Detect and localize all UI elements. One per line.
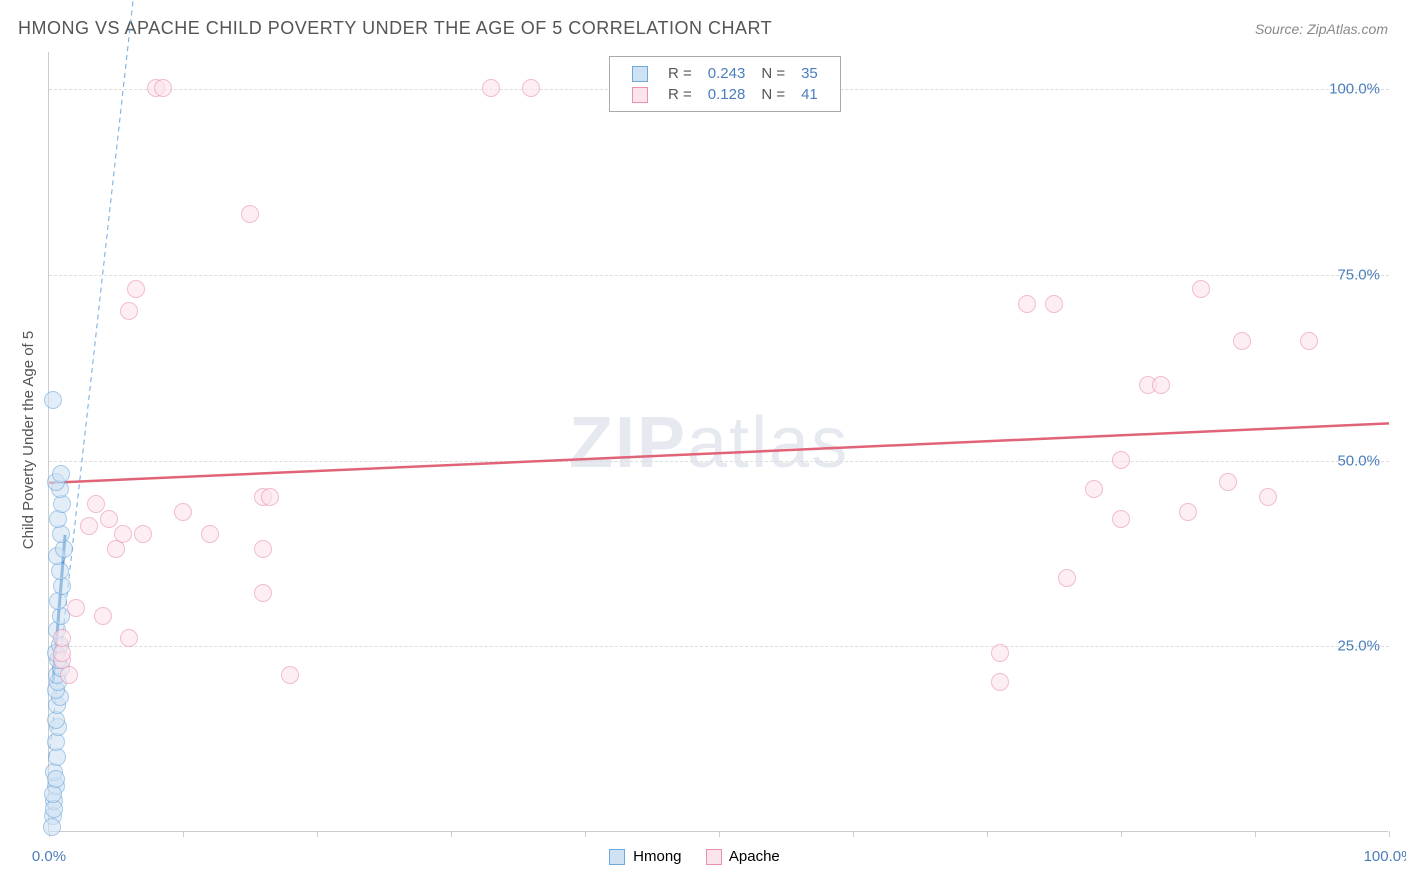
data-point (254, 584, 272, 602)
legend-swatch (632, 87, 648, 103)
data-point (52, 465, 70, 483)
data-point (60, 666, 78, 684)
legend-item: Hmong (609, 848, 682, 865)
data-point (87, 495, 105, 513)
data-point (1085, 480, 1103, 498)
chart-header: HMONG VS APACHE CHILD POVERTY UNDER THE … (18, 18, 1388, 39)
data-point (1219, 473, 1237, 491)
data-point (254, 540, 272, 558)
data-point (991, 673, 1009, 691)
data-point (127, 280, 145, 298)
data-point (1300, 332, 1318, 350)
data-point (100, 510, 118, 528)
legend-swatch (632, 66, 648, 82)
legend-swatch (706, 849, 722, 865)
data-point (522, 79, 540, 97)
x-tick-label: 100.0% (1364, 848, 1406, 865)
x-tick (1389, 831, 1390, 837)
data-point (1233, 332, 1251, 350)
trend-overlay (49, 52, 1389, 832)
data-point (67, 599, 85, 617)
data-point (1018, 295, 1036, 313)
data-point (47, 770, 65, 788)
data-point (120, 629, 138, 647)
data-point (174, 503, 192, 521)
data-point (1152, 376, 1170, 394)
data-point (53, 629, 71, 647)
data-point (1112, 510, 1130, 528)
data-point (241, 205, 259, 223)
chart-source: Source: ZipAtlas.com (1255, 21, 1388, 37)
data-point (44, 391, 62, 409)
data-point (43, 818, 61, 836)
data-point (114, 525, 132, 543)
data-point (154, 79, 172, 97)
data-point (1058, 569, 1076, 587)
legend-label: Hmong (633, 848, 681, 865)
stats-legend: R =0.243N =35R =0.128N =41 (609, 56, 841, 112)
data-point (1112, 451, 1130, 469)
data-point (991, 644, 1009, 662)
series-legend: Hmong Apache (609, 848, 804, 865)
x-tick-label: 0.0% (32, 848, 66, 865)
chart-plot-area: ZIPatlas 25.0%50.0%75.0%100.0%0.0%100.0%… (48, 52, 1388, 832)
legend-swatch (609, 849, 625, 865)
data-point (1045, 295, 1063, 313)
data-point (134, 525, 152, 543)
data-point (80, 517, 98, 535)
trend-line (49, 423, 1389, 482)
legend-label: Apache (729, 848, 780, 865)
data-point (261, 488, 279, 506)
data-point (120, 302, 138, 320)
data-point (281, 666, 299, 684)
data-point (1259, 488, 1277, 506)
data-point (201, 525, 219, 543)
legend-item: Apache (706, 848, 780, 865)
data-point (1179, 503, 1197, 521)
data-point (1192, 280, 1210, 298)
data-point (94, 607, 112, 625)
y-axis-label: Child Poverty Under the Age of 5 (20, 331, 37, 549)
data-point (482, 79, 500, 97)
